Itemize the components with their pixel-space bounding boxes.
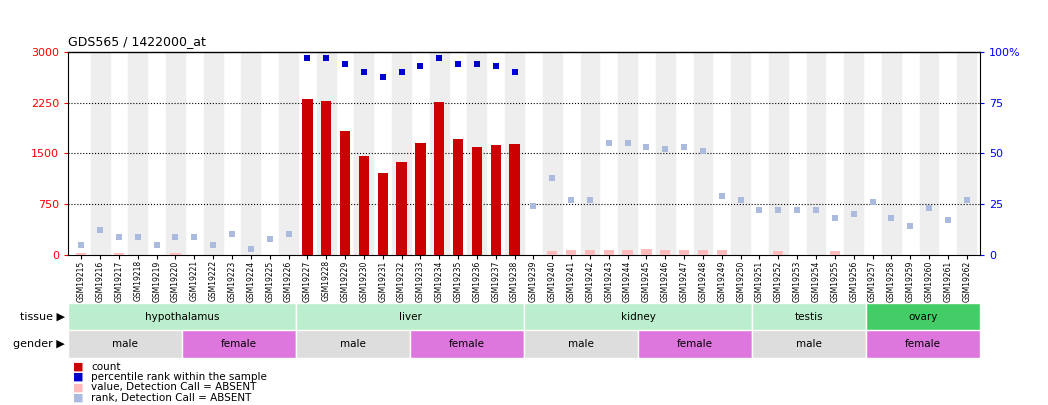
Bar	[866, 330, 980, 358]
Bar	[410, 330, 524, 358]
Text: male: male	[568, 339, 594, 350]
Bar	[321, 100, 331, 255]
Bar	[957, 52, 976, 255]
Text: female: female	[221, 339, 257, 350]
Text: male: male	[341, 339, 366, 350]
Bar	[129, 52, 147, 255]
Bar	[490, 145, 501, 255]
Bar	[296, 330, 410, 358]
Bar	[415, 143, 425, 255]
Text: rank, Detection Call = ABSENT: rank, Detection Call = ABSENT	[91, 393, 252, 403]
Bar	[773, 251, 784, 255]
Bar	[623, 249, 633, 255]
Bar	[91, 52, 110, 255]
Bar	[581, 52, 599, 255]
Bar	[752, 330, 866, 358]
Text: male: male	[112, 339, 138, 350]
Bar	[358, 156, 369, 255]
Bar	[866, 303, 980, 330]
Bar	[638, 330, 752, 358]
Text: GDS565 / 1422000_at: GDS565 / 1422000_at	[68, 35, 206, 48]
Bar	[717, 250, 727, 255]
Bar	[316, 52, 335, 255]
Bar	[467, 52, 486, 255]
Bar	[543, 52, 562, 255]
Bar	[882, 52, 901, 255]
Bar	[354, 52, 373, 255]
Bar	[845, 52, 864, 255]
Text: female: female	[904, 339, 941, 350]
Bar	[618, 52, 637, 255]
Bar	[732, 52, 750, 255]
Bar	[396, 162, 407, 255]
Bar	[752, 303, 866, 330]
Bar	[547, 251, 558, 255]
Bar	[77, 253, 87, 255]
Text: ■: ■	[73, 362, 84, 372]
Text: value, Detection Call = ABSENT: value, Detection Call = ABSENT	[91, 382, 257, 392]
Bar	[166, 52, 184, 255]
Bar	[392, 52, 411, 255]
Bar	[694, 52, 713, 255]
Bar	[340, 131, 350, 255]
Bar	[203, 52, 222, 255]
Text: gender ▶: gender ▶	[14, 339, 65, 350]
Bar	[434, 102, 444, 255]
Bar	[524, 330, 638, 358]
Bar	[68, 330, 182, 358]
Text: female: female	[677, 339, 713, 350]
Bar	[604, 249, 614, 255]
Bar	[585, 249, 595, 255]
Bar	[453, 139, 463, 255]
Bar	[656, 52, 675, 255]
Bar	[807, 52, 826, 255]
Bar	[641, 249, 652, 255]
Bar	[679, 249, 690, 255]
Bar	[302, 99, 312, 255]
Text: testis: testis	[794, 311, 824, 322]
Text: ■: ■	[73, 372, 84, 382]
Bar	[68, 303, 296, 330]
Bar	[919, 52, 938, 255]
Text: kidney: kidney	[620, 311, 655, 322]
Bar	[377, 173, 388, 255]
Text: male: male	[796, 339, 822, 350]
Bar	[505, 52, 524, 255]
Text: ovary: ovary	[909, 311, 938, 322]
Bar	[566, 249, 576, 255]
Text: female: female	[449, 339, 485, 350]
Bar	[830, 251, 840, 255]
Bar	[279, 52, 298, 255]
Bar	[472, 147, 482, 255]
Text: count: count	[91, 362, 121, 372]
Bar	[296, 303, 524, 330]
Bar	[114, 253, 124, 255]
Text: liver: liver	[398, 311, 421, 322]
Bar	[660, 249, 671, 255]
Text: tissue ▶: tissue ▶	[20, 311, 65, 322]
Bar	[769, 52, 788, 255]
Bar	[430, 52, 449, 255]
Bar	[698, 249, 708, 255]
Text: percentile rank within the sample: percentile rank within the sample	[91, 372, 267, 382]
Bar	[241, 52, 260, 255]
Text: ■: ■	[73, 382, 84, 392]
Bar	[182, 330, 296, 358]
Text: ■: ■	[73, 393, 84, 403]
Text: hypothalamus: hypothalamus	[145, 311, 219, 322]
Bar	[509, 144, 520, 255]
Bar	[171, 253, 180, 255]
Bar	[524, 303, 752, 330]
